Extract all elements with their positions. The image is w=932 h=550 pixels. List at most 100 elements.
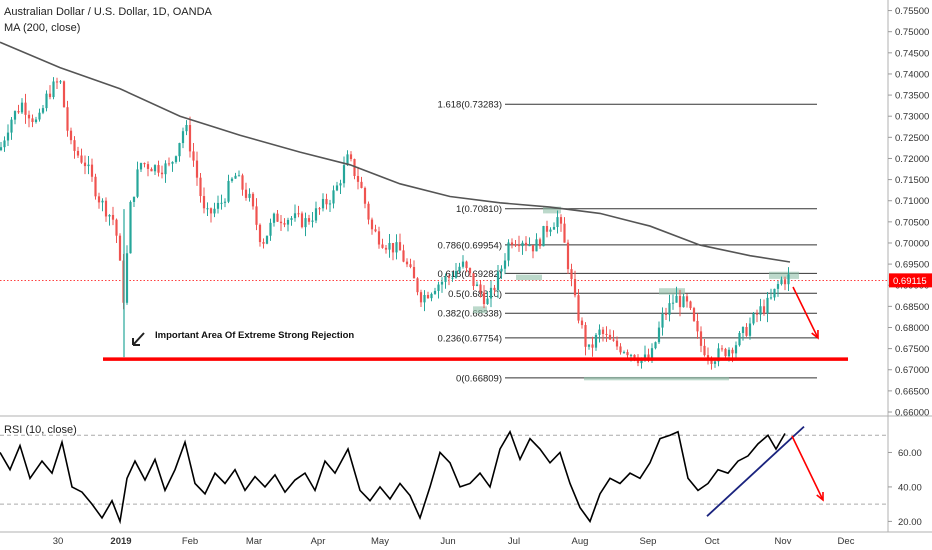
candle-body bbox=[454, 271, 458, 278]
fib-label: 0(0.66809) bbox=[456, 373, 502, 384]
rsi-line bbox=[0, 429, 786, 525]
candle-body bbox=[570, 269, 573, 280]
price-tick-label: 0.72000 bbox=[895, 154, 929, 165]
candle-body bbox=[244, 189, 248, 198]
candle-body bbox=[216, 202, 220, 209]
candle-body bbox=[111, 214, 115, 220]
candle-body bbox=[48, 93, 52, 98]
candle-body bbox=[318, 208, 321, 210]
candle-body bbox=[538, 239, 542, 247]
candle-body bbox=[69, 130, 73, 141]
candle-body bbox=[521, 242, 524, 247]
candle-body bbox=[220, 202, 223, 204]
candle-body bbox=[52, 81, 55, 98]
candle-body bbox=[227, 180, 230, 202]
candle-body bbox=[731, 349, 734, 354]
candle-body bbox=[577, 295, 580, 321]
price-tick-label: 0.68000 bbox=[895, 323, 929, 334]
candle-body bbox=[573, 279, 577, 296]
candle-body bbox=[136, 169, 139, 197]
candle-body bbox=[370, 219, 374, 230]
candle-body bbox=[738, 333, 741, 346]
candle-body bbox=[402, 250, 405, 262]
candle-body bbox=[335, 185, 339, 191]
time-tick-label: Oct bbox=[705, 536, 720, 547]
candle-body bbox=[724, 348, 727, 357]
candle-body bbox=[262, 242, 265, 244]
price-tick-label: 0.68500 bbox=[895, 302, 929, 313]
price-tick-label: 0.70500 bbox=[895, 217, 929, 228]
candle-body bbox=[339, 183, 342, 186]
time-tick-label: Jul bbox=[508, 536, 520, 547]
last-price-label: 0.69115 bbox=[893, 276, 927, 287]
candle-body bbox=[678, 295, 682, 308]
candle-body bbox=[115, 219, 118, 236]
candle-body bbox=[528, 245, 531, 247]
candle-body bbox=[426, 294, 430, 299]
candle-body bbox=[412, 266, 416, 279]
candle-body bbox=[489, 287, 493, 299]
candle-body bbox=[265, 235, 269, 244]
candle-body bbox=[776, 284, 780, 289]
price-tick-label: 0.71000 bbox=[895, 196, 929, 207]
highlight-box bbox=[584, 376, 729, 381]
candle-body bbox=[549, 229, 552, 232]
candle-body bbox=[524, 242, 528, 246]
candle-body bbox=[360, 181, 363, 188]
candle-body bbox=[27, 114, 31, 119]
candle-body bbox=[391, 242, 395, 253]
candle-body bbox=[146, 164, 150, 169]
time-tick-label: Nov bbox=[775, 536, 792, 547]
candle-body bbox=[349, 154, 353, 160]
fib-label: 1(0.70810) bbox=[456, 204, 502, 215]
candle-body bbox=[535, 239, 538, 252]
candle-body bbox=[643, 354, 647, 359]
candle-body bbox=[374, 229, 377, 232]
candle-body bbox=[384, 247, 388, 250]
candle-body bbox=[234, 175, 237, 179]
candle-body bbox=[552, 227, 556, 230]
time-tick-label: Apr bbox=[311, 536, 326, 547]
candle-body bbox=[356, 175, 360, 182]
candle-body bbox=[748, 323, 752, 336]
candle-body bbox=[710, 358, 713, 364]
candle-body bbox=[150, 168, 153, 172]
candle-body bbox=[461, 261, 465, 267]
candle-body bbox=[780, 279, 783, 285]
candle-body bbox=[559, 217, 563, 224]
candle-body bbox=[230, 178, 234, 181]
candle-body bbox=[395, 242, 398, 253]
candle-body bbox=[598, 329, 601, 335]
candle-body bbox=[465, 261, 468, 269]
candle-body bbox=[55, 81, 59, 83]
candle-body bbox=[752, 313, 755, 324]
candle-body bbox=[769, 297, 773, 299]
forecast-arrow-head bbox=[811, 329, 819, 340]
candle-body bbox=[13, 111, 17, 120]
support-annotation: Important Area Of Extreme Strong Rejecti… bbox=[155, 330, 354, 341]
candle-body bbox=[167, 163, 171, 165]
time-tick-label: 2019 bbox=[110, 536, 131, 547]
candle-body bbox=[556, 217, 559, 228]
candle-body bbox=[717, 348, 720, 362]
candle-body bbox=[451, 277, 454, 279]
candle-body bbox=[482, 292, 486, 305]
candle-body bbox=[409, 264, 412, 267]
candle-body bbox=[90, 164, 94, 177]
candle-body bbox=[594, 334, 598, 348]
candle-body bbox=[419, 292, 423, 303]
candle-body bbox=[307, 218, 311, 222]
price-tick-label: 0.66500 bbox=[895, 386, 929, 397]
candle-body bbox=[94, 176, 97, 197]
candle-body bbox=[139, 163, 143, 170]
candle-body bbox=[125, 253, 129, 303]
candle-body bbox=[479, 284, 482, 293]
candle-body bbox=[475, 284, 479, 286]
candle-body bbox=[314, 208, 318, 221]
candle-body bbox=[682, 296, 685, 308]
candle-body bbox=[671, 302, 675, 304]
price-tick-label: 0.73500 bbox=[895, 91, 929, 102]
candle-body bbox=[290, 218, 293, 220]
